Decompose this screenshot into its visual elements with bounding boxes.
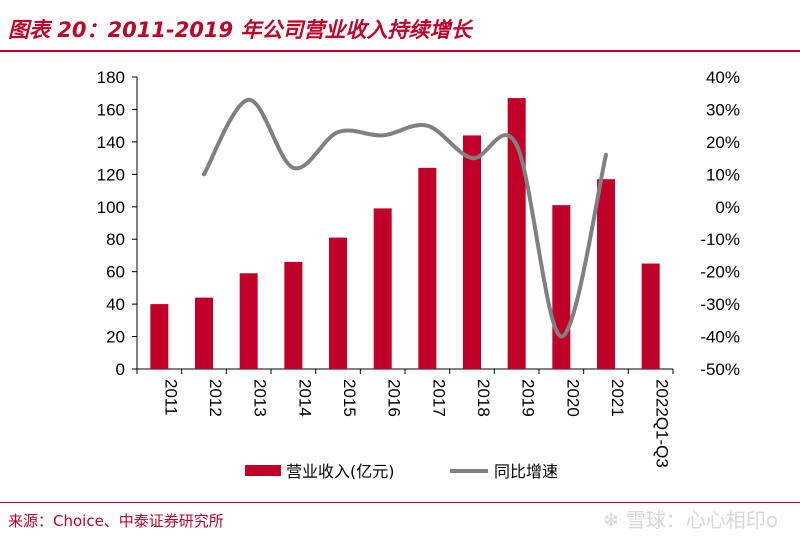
growth-line	[202, 97, 608, 339]
x-axis-tick-label: 2013	[251, 379, 270, 417]
bar-2013	[239, 273, 258, 369]
bar-2012	[195, 297, 213, 369]
right-axis-tick-label: -50%	[700, 360, 740, 379]
left-axis-tick-label: 0	[116, 360, 125, 379]
left-axis-tick-label: 140	[97, 133, 125, 152]
x-axis-tick-label: 2019	[519, 379, 538, 417]
source-divider	[0, 502, 800, 503]
right-axis-tick-label: 0%	[715, 198, 740, 217]
figure-title: 图表 20：2011-2019 年公司营业收入持续增长	[8, 18, 472, 42]
bar-2011	[150, 304, 169, 369]
right-axis-tick-label: 20%	[706, 133, 740, 152]
left-axis-tick-label: 160	[97, 100, 125, 119]
bar-2019	[507, 98, 526, 369]
right-axis-tick-label: 30%	[706, 100, 740, 119]
left-axis-tick-label: 100	[97, 198, 125, 217]
right-axis-tick-label: -30%	[700, 295, 740, 314]
right-axis-tick-label: 10%	[706, 165, 740, 184]
x-axis-tick-label: 2022Q1-Q3	[653, 379, 672, 468]
left-axis-tick-label: 40	[106, 295, 125, 314]
title-divider	[0, 50, 800, 52]
x-axis-tick-label: 2020	[563, 379, 582, 417]
left-axis-tick-label: 180	[97, 68, 125, 87]
bar-2022Q1-Q3	[641, 263, 660, 369]
x-axis-tick-label: 2014	[295, 379, 314, 417]
bar-2015	[329, 237, 347, 369]
x-axis-tick-label: 2021	[608, 379, 627, 417]
bar-2020	[552, 205, 571, 369]
watermark: ❄ 雪球：心心相印o	[602, 508, 778, 532]
bar-2016	[373, 208, 392, 369]
legend-swatch-revenue	[245, 465, 281, 476]
x-axis-tick-label: 2011	[161, 379, 180, 416]
right-axis-tick-label: -20%	[700, 263, 740, 282]
source-note: 来源：Choice、中泰证券研究所	[8, 512, 224, 530]
right-axis-tick-label: -10%	[700, 230, 740, 249]
bar-2017	[418, 167, 437, 369]
x-axis-tick-label: 2012	[206, 379, 225, 417]
right-axis-tick-label: 40%	[706, 68, 740, 87]
bar-2014	[284, 261, 303, 369]
x-axis-tick-label: 2015	[340, 379, 359, 417]
x-axis-tick-label: 2017	[429, 379, 448, 417]
right-axis-tick-label: -40%	[700, 328, 740, 347]
legend-label-revenue: 营业收入(亿元)	[286, 462, 395, 481]
legend-label-growth: 同比增速	[494, 462, 558, 481]
bar-2018	[463, 135, 481, 369]
x-axis-tick-label: 2016	[385, 379, 404, 417]
bar-2021	[597, 179, 615, 369]
left-axis-tick-label: 120	[97, 165, 125, 184]
x-axis-tick-label: 2018	[474, 379, 493, 417]
left-axis-tick-label: 60	[106, 263, 125, 282]
left-axis-tick-label: 20	[106, 328, 125, 347]
left-axis-tick-label: 80	[106, 230, 125, 249]
